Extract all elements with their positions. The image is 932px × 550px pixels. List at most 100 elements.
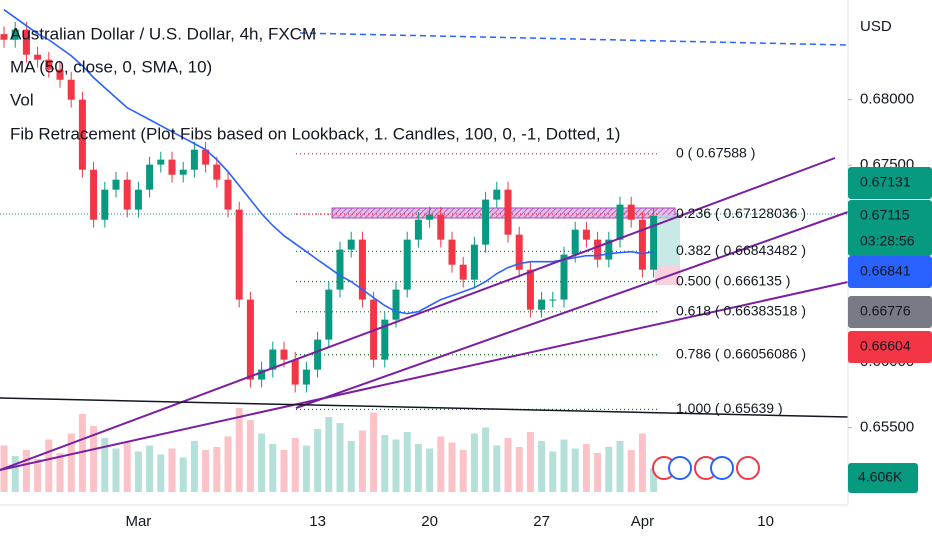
x-tick-label: 13	[309, 513, 326, 530]
candle-body	[280, 349, 288, 360]
candle-body	[358, 239, 366, 300]
candle-body	[101, 189, 109, 220]
volume-bar	[90, 426, 98, 492]
candle-body	[190, 149, 198, 170]
event-flag	[736, 456, 760, 480]
candle-body	[650, 215, 658, 270]
candle-body	[459, 264, 467, 280]
volume-bar	[213, 447, 221, 492]
volume-bar	[280, 450, 288, 492]
volume-bar	[123, 442, 131, 492]
short-box	[655, 265, 680, 285]
y-tick-label: 0.65500	[860, 419, 914, 436]
indicator-label: MA (50, close, 0, SMA, 10)	[10, 57, 212, 76]
fib-label: 1.000 ( 0.65639 )	[676, 400, 783, 416]
candle-body	[258, 369, 266, 380]
candle-body	[347, 239, 355, 250]
candle-body	[56, 69, 64, 80]
price-tag-label: 0.67115	[860, 207, 910, 223]
data-layer	[0, 9, 658, 393]
volume-bar	[582, 444, 590, 492]
volume-bar	[146, 445, 154, 492]
volume-bar	[414, 444, 422, 492]
x-tick-label: 10	[757, 513, 774, 530]
volume-bar	[370, 412, 378, 492]
candle-body	[515, 234, 523, 270]
candle-body	[34, 54, 42, 60]
trend-line	[295, 211, 849, 409]
volume-bar	[45, 439, 53, 492]
volume-bar	[627, 450, 635, 492]
volume-bar	[538, 441, 546, 492]
volume-bar	[235, 408, 243, 492]
candle-body	[314, 339, 322, 370]
volume-bar	[426, 448, 434, 492]
volume-bar	[526, 432, 534, 492]
volume-bar	[470, 433, 478, 492]
dashed-line	[299, 32, 849, 46]
currency-label: USD	[860, 18, 892, 35]
countdown-label: 03:28:56	[860, 233, 915, 249]
price-tag-label: 0.66604	[860, 338, 911, 354]
candle-body	[146, 164, 154, 190]
candle-body	[582, 229, 590, 240]
volume-bar	[605, 447, 613, 492]
candle-body	[168, 159, 176, 175]
candle-body	[470, 244, 478, 280]
volume-bar	[347, 441, 355, 492]
fib-label: 0 ( 0.67588 )	[676, 144, 755, 160]
candle-body	[571, 229, 579, 255]
event-flag	[710, 456, 734, 480]
trend-line	[0, 157, 836, 471]
candle-body	[493, 189, 501, 200]
fib-label: 0.236 ( 0.67128036 )	[676, 205, 806, 221]
candle-body	[134, 189, 142, 210]
candle-body	[291, 359, 299, 385]
event-flag	[668, 456, 692, 480]
ma-line	[3, 9, 654, 315]
indicator-label: Fib Retracement (Plot Fibs based on Look…	[10, 124, 620, 143]
candle-body	[90, 169, 98, 220]
volume-bar	[448, 442, 456, 492]
candle-body	[78, 99, 86, 170]
candle-body	[179, 169, 187, 175]
candle-body	[616, 204, 624, 240]
trend-line	[0, 397, 849, 418]
candle-body	[246, 299, 254, 380]
candle-body	[437, 214, 445, 240]
price-tag	[848, 200, 932, 256]
volume-bar	[459, 450, 467, 492]
volume-bar	[403, 432, 411, 492]
candle-body	[22, 29, 30, 55]
volume-bar	[482, 427, 490, 492]
volume-bar	[560, 439, 568, 492]
volume-bar	[22, 450, 30, 492]
volume-bar	[302, 445, 310, 492]
volume-bar	[336, 423, 344, 492]
price-tag	[848, 331, 932, 363]
volume-bar	[504, 438, 512, 492]
volume-bar	[202, 450, 210, 492]
volume-bar	[11, 456, 19, 492]
candle-body	[0, 34, 8, 40]
volume-bar	[594, 453, 602, 492]
price-tag-label: 0.66841	[860, 263, 911, 279]
candle-body	[325, 289, 333, 340]
volume-bar	[179, 457, 187, 492]
candle-body	[123, 179, 131, 210]
indicator-label: Vol	[10, 90, 34, 109]
candle-body	[526, 269, 534, 310]
y-tick-label: 0.68000	[860, 91, 914, 108]
x-tick-label: Mar	[125, 513, 151, 530]
trend-line	[0, 281, 849, 471]
x-tick-label: Apr	[631, 513, 654, 530]
volume-bar	[549, 451, 557, 492]
fib-label: 0.500 ( 0.666135 )	[676, 272, 790, 288]
candle-body	[560, 254, 568, 300]
price-tag	[848, 256, 932, 288]
candle-body	[235, 209, 243, 300]
volume-bar	[134, 451, 142, 492]
candle-body	[157, 159, 165, 165]
